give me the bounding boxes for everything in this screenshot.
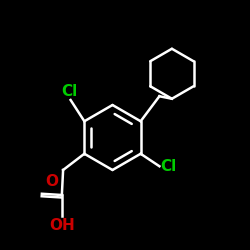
Text: Cl: Cl — [61, 84, 78, 99]
Text: OH: OH — [49, 218, 75, 233]
Text: Cl: Cl — [161, 159, 177, 174]
Text: O: O — [45, 174, 58, 189]
